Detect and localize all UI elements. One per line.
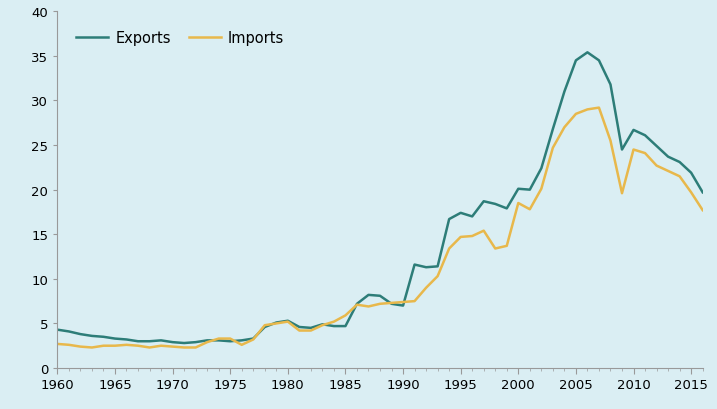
- Imports: [503, 244, 511, 249]
- Exports: [87, 334, 96, 339]
- Legend: Exports, Imports: Exports, Imports: [65, 20, 296, 58]
- Imports: [594, 106, 603, 111]
- Imports: [53, 342, 62, 346]
- Line: Imports: Imports: [57, 108, 703, 348]
- Imports: [698, 208, 707, 213]
- Imports: [76, 344, 85, 349]
- Exports: [53, 327, 62, 332]
- Line: Exports: Exports: [57, 53, 703, 343]
- Exports: [76, 332, 85, 337]
- Exports: [514, 187, 523, 192]
- Exports: [237, 338, 246, 343]
- Exports: [180, 341, 189, 346]
- Imports: [341, 313, 350, 318]
- Imports: [514, 201, 523, 206]
- Exports: [583, 51, 592, 56]
- Exports: [698, 191, 707, 196]
- Imports: [99, 344, 108, 348]
- Imports: [87, 345, 96, 350]
- Exports: [503, 207, 511, 211]
- Exports: [341, 324, 350, 329]
- Imports: [237, 342, 246, 347]
